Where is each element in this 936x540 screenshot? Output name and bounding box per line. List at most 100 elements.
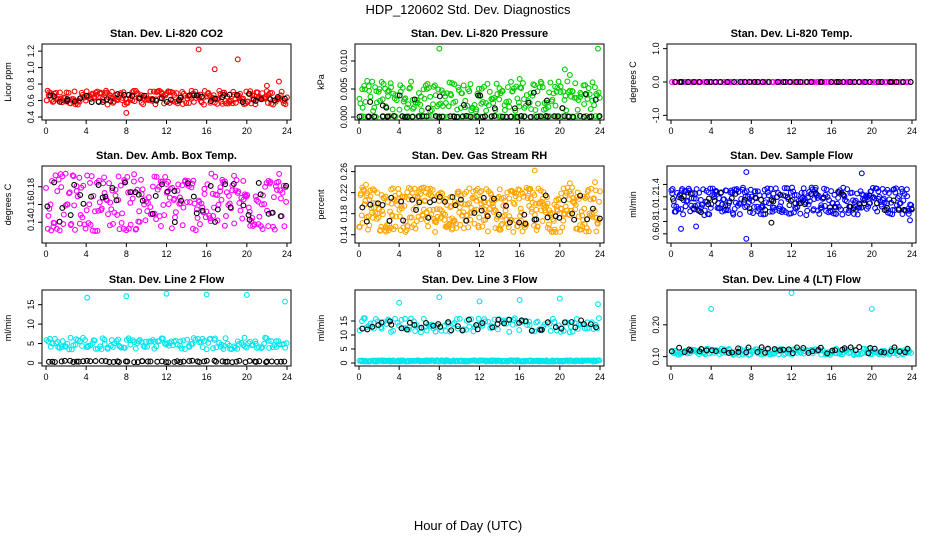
data-point [531, 328, 538, 335]
data-point [557, 229, 564, 235]
x-tick-label: 4 [397, 249, 402, 259]
data-point [721, 196, 727, 203]
x-tick-label: 8 [749, 249, 754, 259]
data-point [449, 225, 456, 232]
data-point [511, 201, 518, 207]
data-point [533, 227, 540, 233]
outlier-point [263, 82, 270, 89]
data-point [758, 344, 765, 351]
data-point [491, 105, 498, 112]
data-point [214, 206, 221, 213]
data-point [818, 79, 825, 85]
data-point [101, 174, 108, 181]
data-point [474, 326, 481, 333]
data-point [268, 358, 275, 365]
data-point [101, 340, 108, 347]
data-point [375, 214, 382, 221]
data-point [239, 99, 246, 105]
data-point [479, 223, 486, 230]
data-point [229, 182, 236, 189]
data-point [507, 113, 514, 120]
y-tick-label: 0.22 [339, 184, 349, 202]
data-point [557, 89, 564, 96]
data-point [595, 315, 602, 322]
data-point [745, 344, 752, 351]
y-tick-label: 0.8 [651, 215, 661, 228]
data-point [235, 188, 242, 195]
data-point [47, 343, 54, 350]
data-point [516, 187, 523, 194]
data-point [267, 89, 274, 96]
data-point [593, 324, 600, 331]
data-point [446, 79, 453, 86]
data-point [424, 218, 430, 224]
data-point [263, 359, 270, 366]
data-point [449, 194, 456, 201]
data-point [180, 204, 187, 211]
data-point [274, 94, 281, 100]
data-point [366, 196, 373, 203]
data-point [212, 95, 219, 102]
data-point [198, 200, 205, 207]
data-point [380, 80, 387, 87]
data-point [398, 325, 405, 332]
y-tick-label: 0 [339, 360, 349, 365]
x-tick-label: 0 [668, 372, 673, 382]
data-point [171, 219, 178, 226]
x-tick-label: 8 [124, 126, 129, 136]
data-point [585, 186, 592, 193]
data-point [402, 113, 408, 120]
data-point [458, 200, 465, 207]
series-2 [47, 91, 288, 106]
data-point [423, 327, 430, 334]
data-point [720, 347, 727, 354]
data-point [385, 113, 392, 120]
data-point [581, 321, 587, 328]
data-point [129, 92, 136, 99]
data-point [388, 194, 395, 201]
data-point [241, 334, 248, 341]
y-tick-label: 0 [26, 360, 36, 365]
data-point [457, 196, 464, 203]
data-point [99, 194, 106, 201]
data-point [102, 193, 109, 200]
data-point [741, 196, 748, 203]
outlier-point [516, 297, 523, 303]
data-point [857, 188, 864, 195]
data-point [230, 180, 237, 187]
data-point [885, 189, 892, 196]
data-point [878, 79, 885, 85]
data-point [490, 195, 497, 202]
data-point [189, 225, 196, 232]
data-point [223, 213, 229, 219]
data-point [771, 346, 778, 353]
x-tick-label: 12 [786, 372, 796, 382]
data-point [82, 337, 88, 344]
x-tick-label: 16 [202, 126, 212, 136]
data-point [367, 99, 374, 105]
data-point [274, 186, 280, 193]
data-point [480, 99, 486, 106]
data-point [244, 192, 251, 199]
data-point [88, 99, 95, 106]
data-point [503, 99, 510, 106]
data-point [277, 213, 284, 220]
data-point [596, 357, 603, 364]
data-point [431, 82, 438, 89]
data-point [538, 80, 545, 87]
data-point [452, 202, 459, 209]
data-point [427, 93, 434, 100]
x-tick-label: 12 [474, 372, 484, 382]
chart-panel-4: Stan. Dev. Amb. Box Temp. degrees C 0 4 8 12 1… [3, 150, 292, 259]
data-point [379, 208, 385, 214]
data-point [442, 198, 448, 205]
data-point [256, 213, 263, 220]
data-point [728, 79, 735, 85]
data-point [387, 318, 393, 325]
data-point [884, 205, 890, 211]
data-point [68, 221, 75, 227]
data-point [436, 93, 443, 100]
x-tick-label: 20 [242, 372, 252, 382]
data-point [484, 80, 491, 87]
data-point [698, 346, 705, 352]
